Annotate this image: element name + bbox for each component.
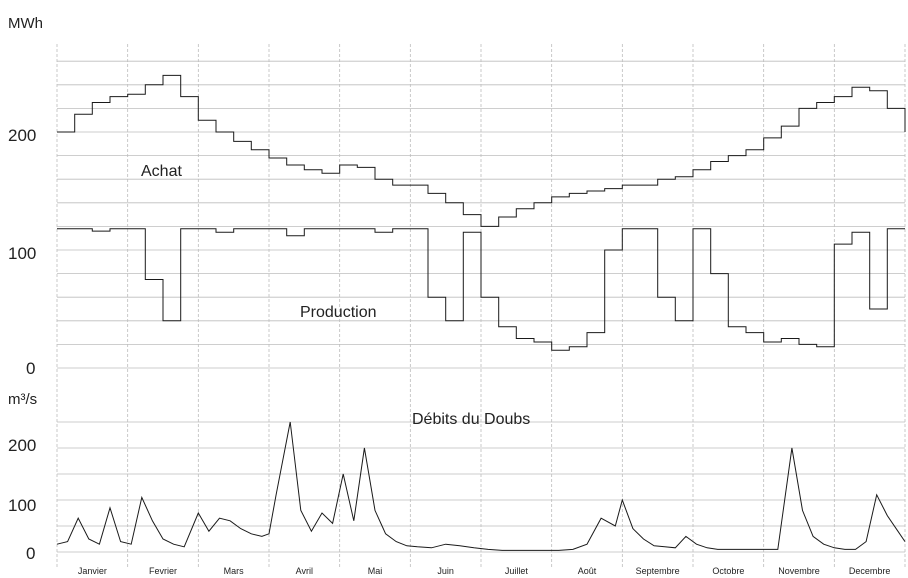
month-label: Septembre xyxy=(636,566,680,576)
month-label: Mars xyxy=(224,566,244,576)
top-y-tick-100: 100 xyxy=(8,244,36,263)
production-series-line xyxy=(57,228,905,351)
achat-series-label: Achat xyxy=(141,163,182,180)
month-label: Fevrier xyxy=(149,566,177,576)
month-label: Juin xyxy=(437,566,454,576)
month-label: Janvier xyxy=(78,566,107,576)
month-label: Août xyxy=(578,566,597,576)
month-label: Juillet xyxy=(505,566,529,576)
month-axis-labels: Janvier Fevrier Mars Avril Mai Juin Juillet Aoû… xyxy=(78,566,891,576)
top-y-tick-200: 200 xyxy=(8,126,36,145)
bottom-y-unit: m³/s xyxy=(8,391,37,408)
production-series-label: Production xyxy=(300,304,377,321)
bottom-y-tick-0: 0 xyxy=(26,544,35,563)
doubs-series-label: Débits du Doubs xyxy=(412,411,530,428)
top-y-unit: MWh xyxy=(8,15,43,32)
achat-series-line xyxy=(57,74,906,227)
month-label: Novembre xyxy=(778,566,820,576)
bottom-y-tick-100: 100 xyxy=(8,496,36,515)
doubs-flow-series-line xyxy=(56,421,906,551)
month-label: Octobre xyxy=(712,566,744,576)
bottom-y-tick-200: 200 xyxy=(8,436,36,455)
top-y-tick-0: 0 xyxy=(26,359,35,378)
month-label: Decembre xyxy=(849,566,891,576)
month-gridlines xyxy=(56,44,906,568)
month-label: Avril xyxy=(296,566,313,576)
month-label: Mai xyxy=(368,566,383,576)
